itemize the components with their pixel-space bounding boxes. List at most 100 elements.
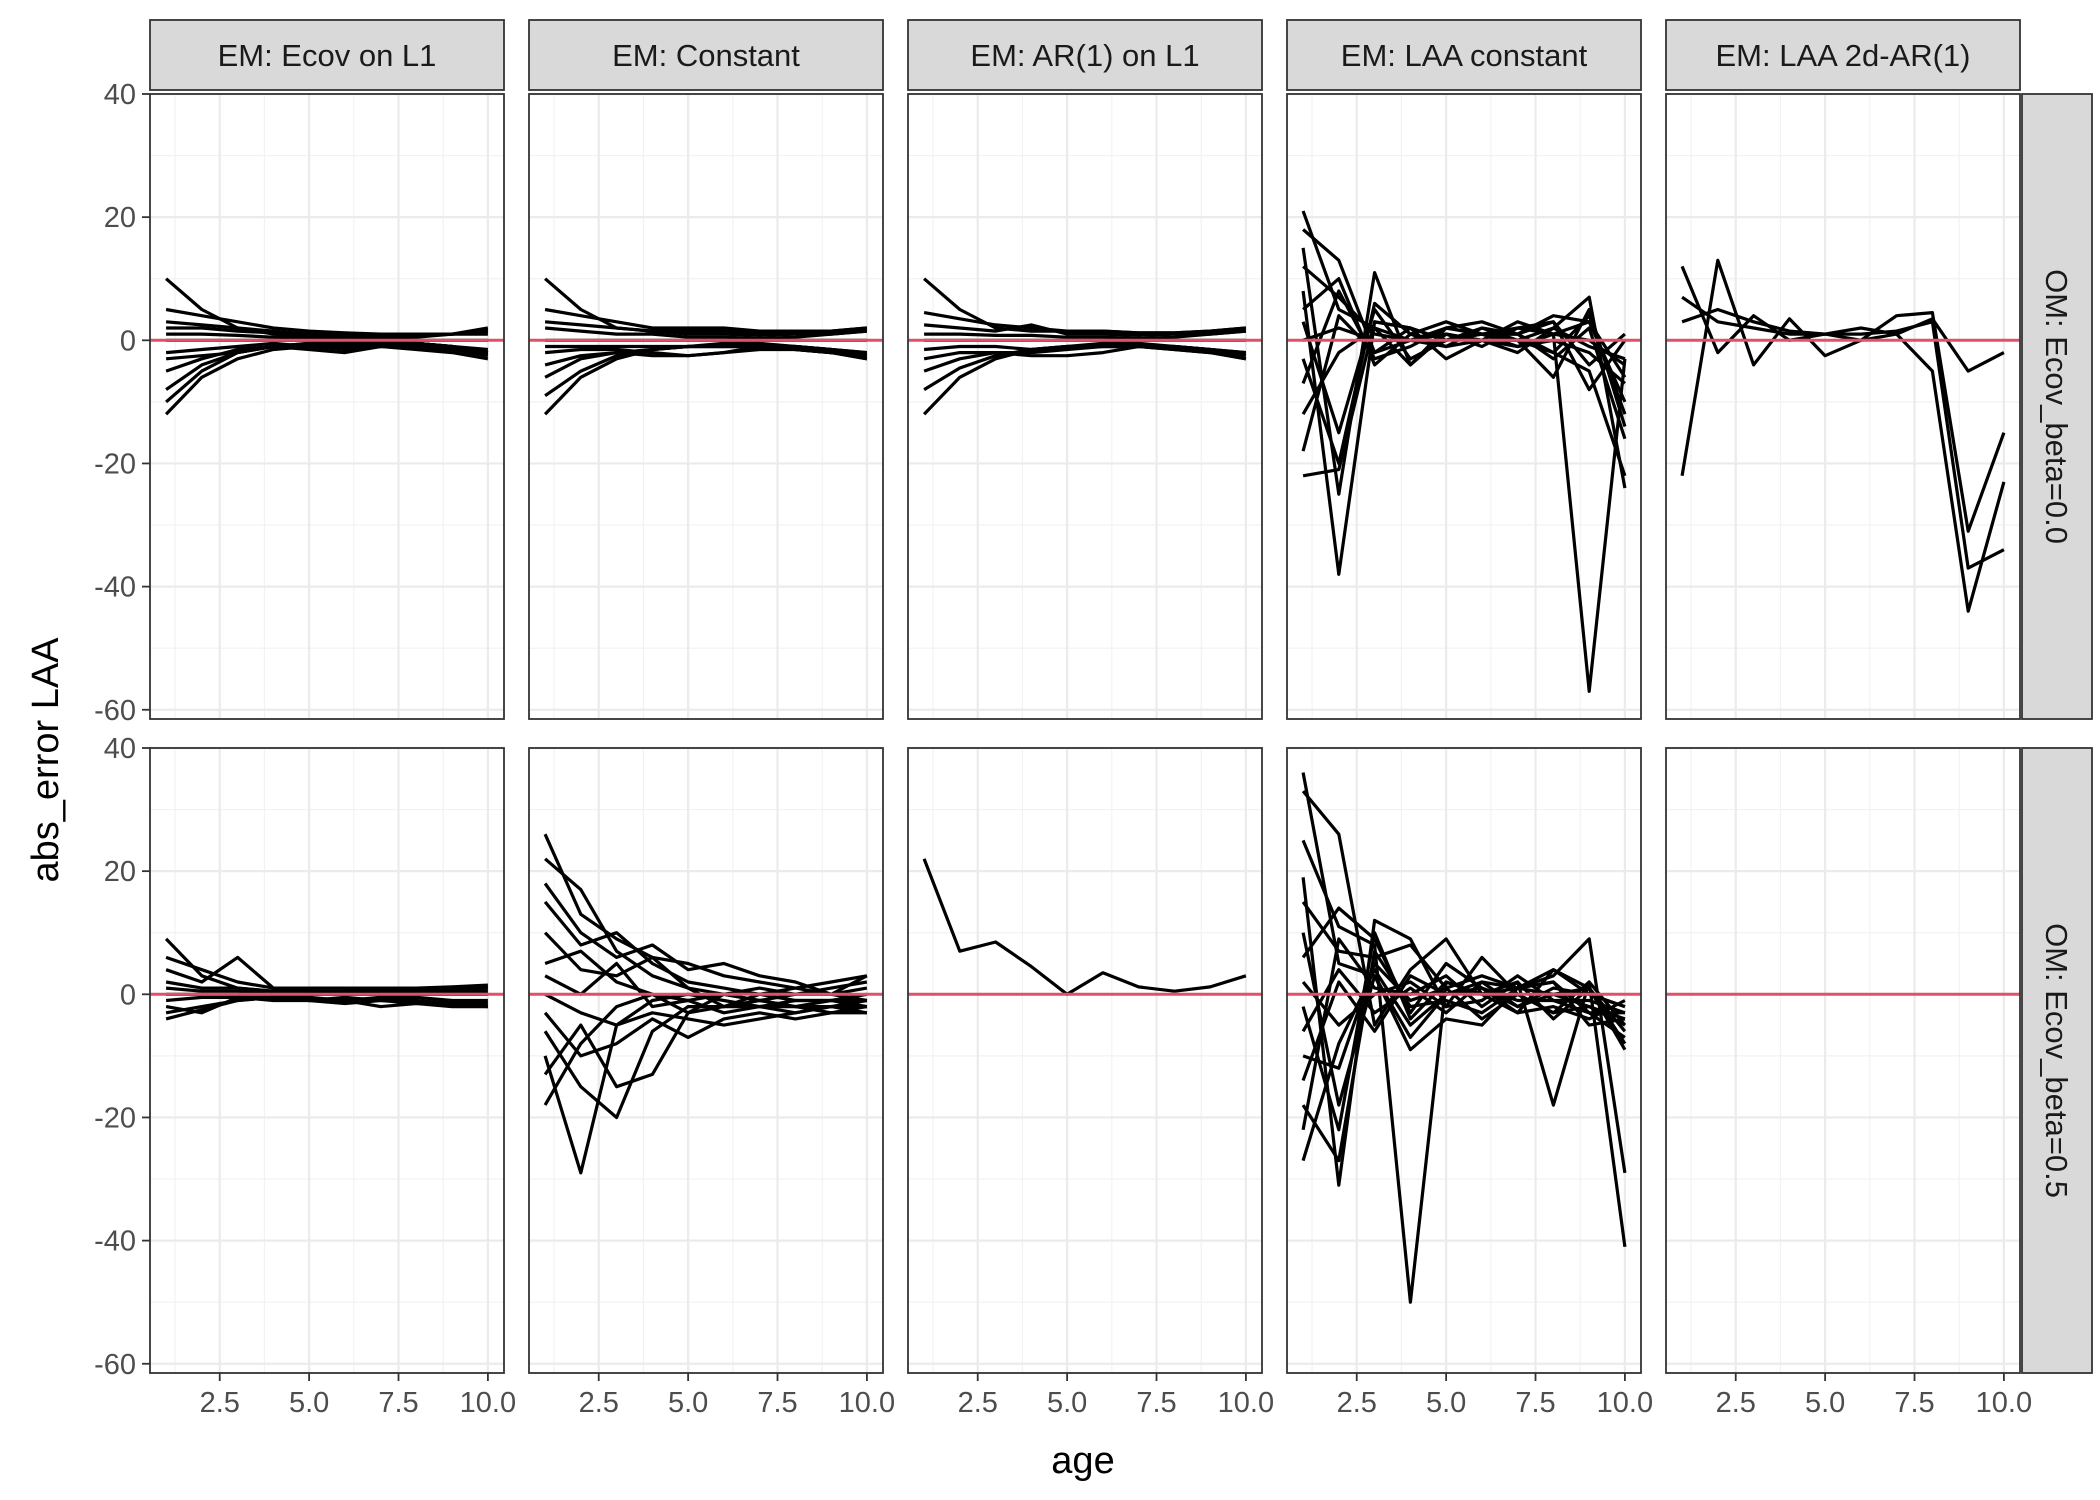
column-strip-label: EM: Ecov on L1 (218, 38, 437, 73)
panel-background (908, 94, 1262, 719)
y-tick-label: 20 (104, 856, 136, 888)
facet-panel-r1-c3 (1286, 746, 1642, 1374)
y-tick-label: -40 (94, 1226, 136, 1258)
panel-background (529, 748, 883, 1373)
x-tick-label: 10.0 (1597, 1387, 1653, 1419)
row-strip-label: OM: Ecov_beta=0.5 (2039, 923, 2074, 1198)
x-tick-label: 10.0 (839, 1387, 895, 1419)
facet-panel-r0-c1 (528, 92, 884, 720)
series-line-1 (1680, 265, 2006, 613)
series-line-1 (922, 858, 1247, 996)
series-line-12 (543, 998, 867, 1089)
facet-panel-r0-c4 (1665, 92, 2021, 720)
series-line-11 (543, 344, 868, 416)
facet-strips: EM: Ecov on L1 EM: Constant EM: AR(1) on L… (149, 19, 2093, 1374)
column-strip (149, 19, 505, 91)
y-tick-label: -20 (94, 1102, 136, 1134)
panel-background (529, 94, 883, 719)
panel-background (1666, 94, 2020, 719)
y-tick-label: -60 (94, 1349, 136, 1381)
series-line-11 (543, 1004, 867, 1175)
x-tick-label: 5.0 (1805, 1387, 1845, 1419)
series-line-4 (166, 326, 489, 337)
series-line-4 (1680, 258, 2005, 477)
series-line-11 (1302, 961, 1627, 1070)
x-tick-label: 5.0 (668, 1387, 708, 1419)
facet-panel-r1-c0 (149, 746, 505, 1374)
facet-panel-r0-c0 (149, 92, 505, 720)
panel-background (908, 748, 1262, 1373)
panel-border (1286, 747, 1642, 1374)
series-line-10 (1301, 289, 1627, 392)
x-tick-label: 7.5 (1136, 1387, 1176, 1419)
column-strip-label: EM: LAA constant (1341, 38, 1588, 73)
column-strip (528, 19, 884, 91)
panel-border (528, 747, 884, 1374)
column-strip-label: EM: AR(1) on L1 (970, 38, 1199, 73)
series-line-15 (1301, 968, 1625, 1162)
series-line-2 (544, 307, 868, 333)
row-strip (2021, 747, 2093, 1374)
x-tick-label: 5.0 (289, 1387, 329, 1419)
series-line-10 (922, 344, 1247, 416)
panel-background (1287, 94, 1641, 719)
panel-background (1287, 748, 1641, 1373)
column-strip (907, 19, 1263, 91)
y-tick-label: -40 (94, 572, 136, 604)
series-line-2 (1681, 295, 2006, 533)
series-line-5 (1301, 290, 1627, 576)
column-strip (1665, 19, 2021, 91)
series-line-10 (165, 995, 488, 1021)
x-tick-label: 10.0 (1218, 1387, 1274, 1419)
row-strip (2021, 93, 2093, 720)
x-axis-title: age (1051, 1440, 1114, 1482)
series-line-2 (923, 311, 1247, 335)
x-tick-label: 7.5 (757, 1387, 797, 1419)
facet-panel-r0-c2 (907, 92, 1263, 720)
series-line-13 (543, 992, 868, 1106)
series-line-4 (1302, 265, 1627, 477)
panel-border (907, 93, 1263, 720)
series-line-13 (1302, 320, 1627, 478)
x-tick-label: 2.5 (958, 1387, 998, 1419)
panel-border (528, 93, 884, 720)
series-line-11 (165, 341, 489, 404)
x-tick-label: 2.5 (579, 1387, 619, 1419)
facet-panel-r1-c4 (1665, 746, 2021, 1374)
series-line-10 (1301, 968, 1626, 1033)
row-strip-label: OM: Ecov_beta=0.0 (2039, 269, 2074, 544)
panel-background (150, 94, 504, 719)
series-line-12 (1301, 314, 1626, 452)
x-tick-label: 2.5 (200, 1387, 240, 1419)
y-tick-label: 40 (104, 733, 136, 765)
series-line-4 (544, 326, 868, 341)
series-line-12 (164, 344, 489, 416)
y-tick-label: -20 (94, 448, 136, 480)
series-line-2 (165, 955, 488, 990)
facet-panel-r1-c2 (907, 746, 1263, 1374)
series-line-5 (1301, 900, 1626, 1009)
column-strip-label: EM: Constant (612, 38, 800, 73)
series-line-3 (543, 882, 868, 996)
axes: -60 -40 -20 0 20 40 -60 -40 -20 0 20 40 2.5 5.0 7.5 10.… (94, 79, 2032, 1419)
facet-panels (149, 92, 2021, 1374)
panel-border (1286, 93, 1642, 720)
series-line-2 (1301, 790, 1627, 1051)
y-tick-label: -60 (94, 695, 136, 727)
x-tick-label: 7.5 (1894, 1387, 1934, 1419)
panel-background (150, 748, 504, 1373)
y-tick-label: 0 (120, 325, 136, 357)
facet-panel-r1-c1 (528, 746, 884, 1374)
series-line-1 (543, 833, 868, 990)
panel-background (1666, 748, 2020, 1373)
x-tick-label: 5.0 (1426, 1387, 1466, 1419)
y-tick-label: 0 (120, 979, 136, 1011)
y-tick-label: 20 (104, 202, 136, 234)
series-line-13 (1301, 949, 1626, 1163)
column-strip (1286, 19, 1642, 91)
panel-border (1665, 93, 2021, 720)
panel-border (149, 93, 505, 720)
facet-panel-r0-c3 (1286, 92, 1642, 720)
panel-border (149, 747, 505, 1374)
